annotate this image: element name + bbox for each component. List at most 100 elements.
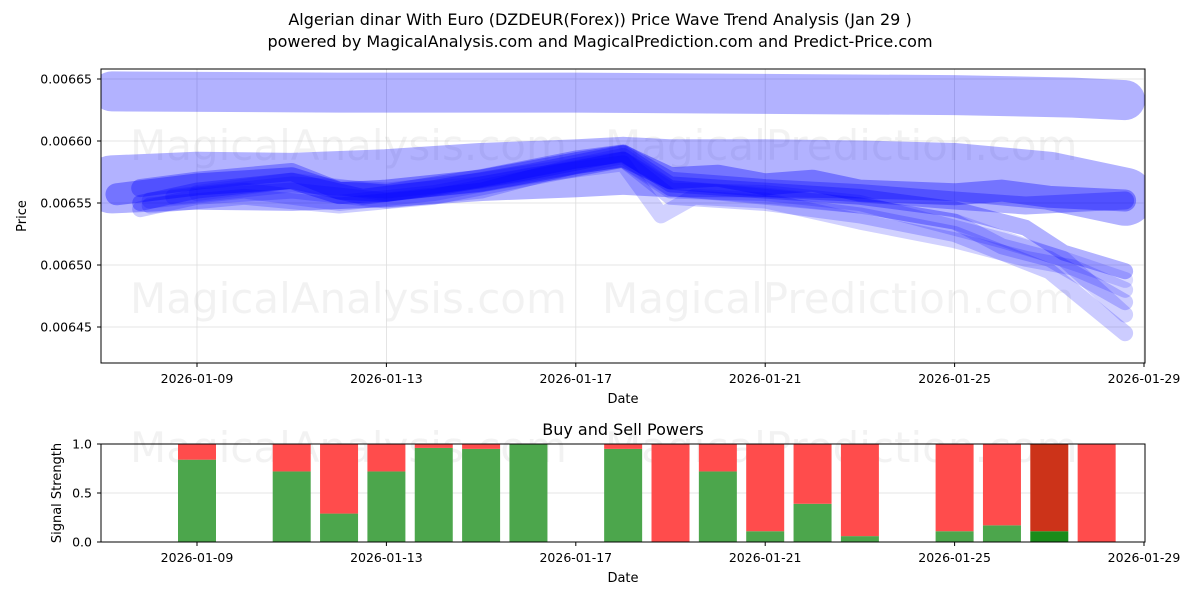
sell-bar-segment [178,444,216,460]
price-y-tick-label: 0.00650 [40,258,92,273]
sell-bar-segment [1077,444,1116,542]
sell-bar-segment [982,444,1021,526]
price-x-tick-label: 2026-01-17 [539,371,612,386]
price-watermarks: MagicalAnalysis.com MagicalPrediction.co… [130,121,1078,323]
chart-title: Algerian dinar With Euro (DZDEUR(Forex))… [288,10,912,29]
bar-2026-01-13 [367,444,406,542]
buy-bar-segment [698,471,737,542]
sell-bar-segment [935,444,974,532]
bar-y-axis: 0.0 0.5 1.0 [72,437,101,550]
bar-x-axis-label: Date [607,571,638,586]
price-x-tick-label: 2026-01-09 [161,371,234,386]
bar-2026-01-22 [793,444,832,542]
bar-x-tick-label: 2026-01-25 [918,550,991,565]
sell-bar-segment [414,444,453,448]
bar-x-tick-label: 2026-01-09 [161,550,234,565]
sell-bar-segment [367,444,406,472]
bar-y-tick-label: 0.0 [72,535,92,550]
price-grid [101,69,1145,363]
bar-2026-01-12 [320,444,359,542]
bar-2026-01-09 [178,444,216,542]
buy-bar-segment [1030,531,1069,542]
bar-2026-01-14 [414,444,453,542]
bar-y-axis-label: Signal Strength [50,443,65,543]
bar-2026-01-11 [272,444,311,542]
bar-x-tick-label: 2026-01-17 [539,550,612,565]
price-x-axis-label: Date [607,392,638,407]
buy-bar-segment [367,471,406,542]
price-y-tick-label: 0.00665 [40,72,92,87]
wave-wave-5 [141,151,1134,342]
bar-2026-01-23 [840,444,879,542]
price-x-tick-label: 2026-01-25 [918,371,991,386]
price-y-axis-label: Price [15,200,30,232]
buy-sell-chart: Buy and Sell Powers MagicalAnalysis.com … [50,420,1180,586]
sell-bar-segment [698,444,737,472]
price-x-tick-label: 2026-01-21 [729,371,802,386]
sell-bar-segment [604,444,643,449]
price-x-tick-label: 2026-01-29 [1108,371,1181,386]
watermark-analysis-bottom: MagicalAnalysis.com [130,274,567,323]
bar-x-tick-label: 2026-01-13 [350,550,423,565]
price-y-tick-label: 0.00655 [40,196,92,211]
buy-bar-segment [272,471,311,542]
price-wave-chart: MagicalAnalysis.com MagicalPrediction.co… [15,68,1181,407]
sell-bar-segment [651,444,690,542]
bar-x-tick-label: 2026-01-29 [1108,550,1181,565]
price-y-axis: 0.00645 0.00650 0.00655 0.00660 0.00665 [40,72,101,335]
price-x-tick-label: 2026-01-13 [350,371,423,386]
buy-bar-segment [746,531,785,542]
price-x-axis: 2026-01-09 2026-01-13 2026-01-17 2026-01-21… [161,363,1181,386]
wave-wave-3 [132,145,1134,280]
wave-wave-4 [132,147,1134,311]
sell-bar-segment [462,444,501,449]
sell-bar-segment [840,444,879,537]
sell-bar-segment [1030,444,1069,532]
bar-2026-01-25 [935,444,974,542]
buy-sell-title: Buy and Sell Powers [542,420,704,439]
bar-x-tick-label: 2026-01-21 [729,550,802,565]
bar-2026-01-19 [651,444,690,542]
watermark-prediction-top: MagicalPrediction.com [605,121,1078,170]
wave-wave-7 [165,151,1134,323]
buy-bar-segment [840,536,879,542]
bar-2026-01-18 [604,444,643,542]
buy-bar-segment [509,444,548,542]
buy-bar-segment [462,448,501,542]
buy-bar-segment [320,513,359,542]
chart-subtitle: powered by MagicalAnalysis.com and Magic… [267,32,933,51]
bar-2026-01-28 [1077,444,1116,542]
price-y-tick-label: 0.00645 [40,320,92,335]
wave-upper-band [101,71,1145,121]
bar-y-tick-label: 0.5 [72,486,92,501]
wave-wave-8 [189,151,1134,288]
sell-bar-segment [272,444,311,472]
watermark-prediction-bottom: MagicalPrediction.com [602,274,1075,323]
bar-2026-01-16 [509,444,548,542]
buy-bar-segment [935,531,974,542]
sell-bar-segment [793,444,832,504]
wave-wide-envelope [101,136,1145,226]
bar-2026-01-20 [698,444,737,542]
price-plot-frame [100,68,1146,364]
buy-bar-segment [793,503,832,542]
sell-bar-segment [320,444,359,514]
buy-bar-segment [414,447,453,542]
bar-y-tick-label: 1.0 [72,437,92,452]
bar-2026-01-21 [746,444,785,542]
buy-bar-segment [982,525,1021,542]
watermark-analysis-top: MagicalAnalysis.com [130,121,567,170]
price-y-tick-label: 0.00660 [40,134,92,149]
buy-bar-segment [604,448,643,542]
bar-2026-01-26 [982,444,1021,542]
buy-sell-bars [178,444,1116,542]
wave-wave-2 [131,144,1135,215]
wave-wave-6 [141,155,1134,298]
bar-2026-01-15 [462,444,501,542]
bar-2026-01-27 [1030,444,1069,542]
buy-bar-segment [178,459,216,542]
wave-wave-1 [105,144,1137,212]
price-waves [101,71,1145,342]
sell-bar-segment [746,444,785,532]
